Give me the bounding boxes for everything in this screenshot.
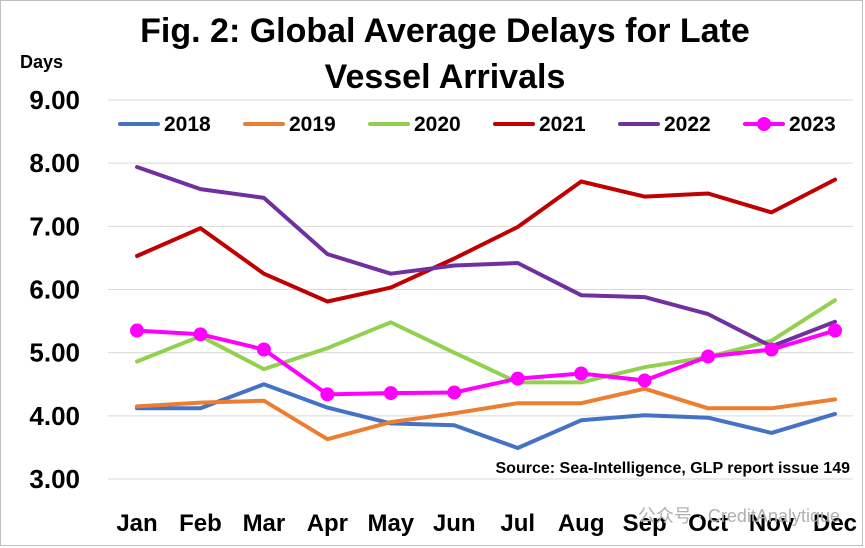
legend-item-2020: 2020	[368, 113, 461, 136]
legend-item-2023: 2023	[743, 113, 836, 136]
data-point	[574, 366, 589, 381]
chart-title-line-2: Vessel Arrivals	[325, 58, 566, 96]
x-tick-label: Mar	[243, 510, 286, 537]
y-tick-label: 8.00	[29, 148, 80, 178]
data-point	[701, 349, 716, 364]
data-point	[447, 385, 462, 400]
data-point	[320, 387, 335, 402]
data-point	[256, 342, 271, 357]
gridlines	[108, 99, 853, 480]
x-tick-label: Apr	[307, 510, 348, 537]
x-tick-label: Nov	[749, 510, 795, 537]
series-2022	[135, 165, 837, 349]
x-tick-label: Jun	[433, 510, 476, 537]
legend-label: 2018	[164, 113, 211, 136]
series-line-2023	[135, 328, 837, 397]
x-tick-label: Oct	[688, 510, 728, 537]
legend-item-2019: 2019	[243, 113, 336, 136]
x-tick-label: Dec	[813, 510, 857, 537]
series-2019	[135, 386, 837, 442]
legend-label: 2022	[664, 113, 711, 136]
y-tick-label: 6.00	[29, 275, 80, 305]
legend-label: 2019	[289, 113, 336, 136]
x-tick-label: Aug	[558, 510, 605, 537]
watermark: 公众号 · CreditAnalytique	[638, 506, 840, 526]
series-line-2022	[135, 165, 837, 349]
series-2018	[135, 382, 837, 450]
x-tick-label: May	[367, 510, 414, 537]
y-axis-unit-label: Days	[20, 52, 63, 72]
chart-title-line-1: Fig. 2: Global Average Delays for Late	[140, 12, 750, 50]
y-tick-label: 9.00	[29, 85, 80, 115]
data-point	[130, 323, 144, 338]
legend: 2018 2019 2020 2021 2022 2023	[118, 113, 836, 136]
x-axis-ticks: Jan Feb Mar Apr May Jun Jul Aug Sep Oct Nov Dec	[116, 510, 857, 537]
y-tick-label: 7.00	[29, 211, 80, 241]
series-line-2018	[135, 382, 837, 450]
y-axis-ticks: 3.00 4.00 5.00 6.00 7.00 8.00 9.00	[29, 85, 80, 494]
y-tick-label: 4.00	[29, 401, 80, 431]
y-tick-label: 5.00	[29, 338, 80, 368]
y-tick-label: 3.00	[29, 464, 80, 494]
data-point	[637, 373, 652, 388]
data-point	[510, 371, 525, 386]
series-2021	[135, 177, 837, 304]
chart-title: Fig. 2: Global Average Delays for Late V…	[140, 12, 750, 96]
series-2023	[130, 323, 842, 402]
series-2020	[135, 298, 837, 385]
series-line-2020	[135, 298, 837, 385]
legend-label: 2023	[789, 113, 836, 136]
legend-item-2018: 2018	[118, 113, 211, 136]
x-tick-label: Jan	[116, 510, 157, 537]
series-line-2021	[135, 177, 837, 304]
data-point	[383, 386, 398, 401]
legend-item-2021: 2021	[493, 113, 586, 136]
data-point	[764, 342, 779, 357]
legend-item-2022: 2022	[618, 113, 711, 136]
source-note: Source: Sea-Intelligence, GLP report iss…	[496, 460, 851, 477]
legend-label: 2020	[414, 113, 461, 136]
legend-label: 2021	[539, 113, 586, 136]
data-point	[828, 323, 842, 338]
x-tick-label: Feb	[179, 510, 222, 537]
x-tick-label: Jul	[500, 510, 535, 537]
series-lines	[130, 165, 842, 450]
data-point	[193, 327, 208, 342]
legend-marker	[757, 117, 771, 131]
x-tick-label: Sep	[623, 510, 667, 537]
series-line-2019	[135, 386, 837, 442]
